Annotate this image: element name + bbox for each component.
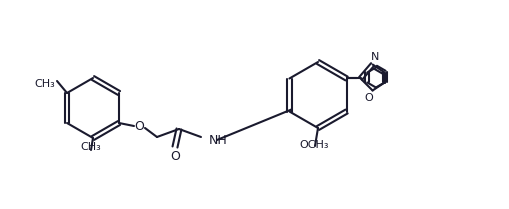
- Text: CH₃: CH₃: [34, 79, 55, 89]
- Text: O: O: [134, 121, 144, 134]
- Text: O: O: [364, 93, 373, 103]
- Text: N: N: [371, 51, 379, 61]
- Text: NH: NH: [209, 134, 228, 147]
- Text: O: O: [170, 149, 180, 163]
- Text: CH₃: CH₃: [80, 142, 101, 152]
- Text: OCH₃: OCH₃: [299, 140, 329, 150]
